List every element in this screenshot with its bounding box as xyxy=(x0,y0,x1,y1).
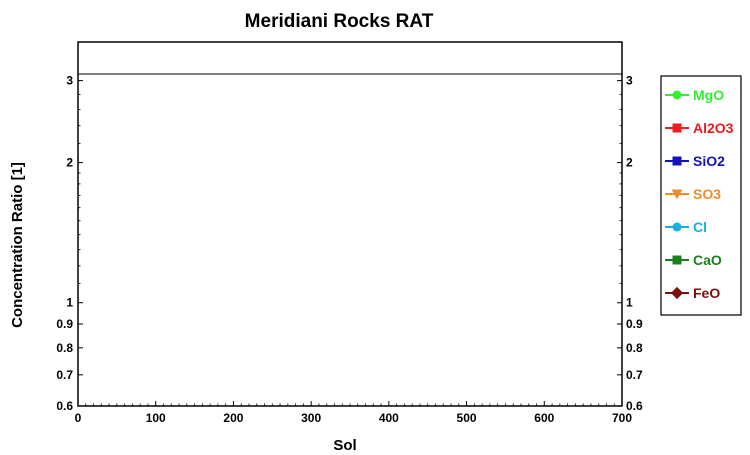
legend-label: FeO xyxy=(693,285,720,301)
legend-item-cao: CaO xyxy=(665,252,722,268)
legend-marker xyxy=(672,156,682,166)
x-tick-label: 400 xyxy=(379,411,399,425)
legend-item-al2o3: Al2O3 xyxy=(665,120,734,136)
legend-item-sio2: SiO2 xyxy=(665,153,725,169)
y-tick-label-right: 0.9 xyxy=(626,317,643,331)
chart-title: Meridiani Rocks RAT xyxy=(245,11,434,32)
legend-marker xyxy=(670,286,684,300)
legend-marker xyxy=(672,222,682,232)
legend-label: Al2O3 xyxy=(693,120,734,136)
y-tick-label: 3 xyxy=(66,74,73,88)
y-tick-label: 0.7 xyxy=(56,368,73,382)
y-tick-label-right: 1 xyxy=(626,296,633,310)
x-tick-label: 100 xyxy=(146,411,166,425)
legend-marker xyxy=(672,123,682,133)
y-tick-label-right: 0.7 xyxy=(626,368,643,382)
x-tick-label: 700 xyxy=(612,411,632,425)
legend-box xyxy=(660,75,742,316)
y-tick-label: 0.9 xyxy=(56,317,73,331)
plot-frame xyxy=(77,41,623,407)
y-tick-label-right: 0.6 xyxy=(626,399,643,413)
y-tick-label: 0.8 xyxy=(56,341,73,355)
x-axis-label: Sol xyxy=(333,437,356,454)
legend-marker xyxy=(672,90,682,100)
legend-item-so3: SO3 xyxy=(665,186,721,202)
legend-label: MgO xyxy=(693,87,724,103)
x-tick-label: 300 xyxy=(301,411,321,425)
legend: MgO Al2O3 SiO2 SO3 Cl CaO FeO xyxy=(660,75,742,316)
legend-label: Cl xyxy=(693,219,707,235)
x-tick-label: 200 xyxy=(223,411,243,425)
x-tick-label: 600 xyxy=(534,411,554,425)
y-tick-label-right: 0.8 xyxy=(626,341,643,355)
y-tick-label: 0.6 xyxy=(56,399,73,413)
legend-label: SO3 xyxy=(693,186,721,202)
y-tick-label: 1 xyxy=(66,296,73,310)
legend-label: SiO2 xyxy=(693,153,725,169)
legend-label: CaO xyxy=(693,252,722,268)
legend-item-mgo: MgO xyxy=(665,87,724,103)
legend-marker xyxy=(672,255,682,265)
legend-marker xyxy=(671,189,683,200)
legend-item-feo: FeO xyxy=(665,285,720,301)
x-tick-label: 0 xyxy=(75,411,82,425)
y-tick-label-right: 3 xyxy=(626,74,633,88)
legend-item-cl: Cl xyxy=(665,219,707,235)
x-tick-label: 500 xyxy=(457,411,477,425)
y-tick-label: 2 xyxy=(66,156,73,170)
y-tick-label-right: 2 xyxy=(626,156,633,170)
y-axis-label: Concentration Ratio [1] xyxy=(9,162,26,328)
